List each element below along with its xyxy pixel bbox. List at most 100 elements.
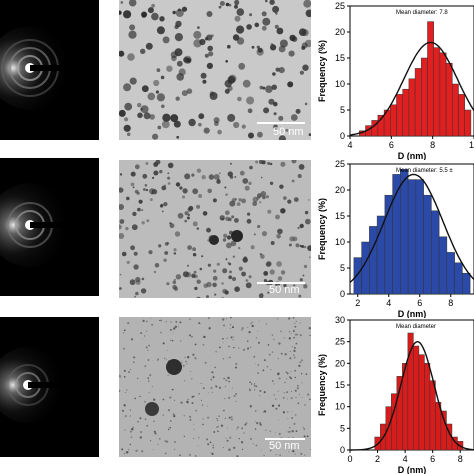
nanoparticle (218, 5, 222, 9)
nanoparticle (221, 424, 223, 426)
nanoparticle (251, 45, 255, 49)
nanoparticle (235, 362, 238, 366)
nanoparticle (280, 270, 286, 275)
nanoparticle (257, 364, 259, 366)
nanoparticle (163, 202, 168, 207)
nanoparticle (250, 383, 253, 385)
nanoparticle (159, 320, 161, 321)
histogram-bar (414, 68, 422, 137)
nanoparticle (216, 419, 219, 422)
nanoparticle (252, 443, 254, 445)
nanoparticle (250, 323, 252, 325)
histogram-bar (446, 252, 455, 295)
nanoparticle (184, 173, 191, 180)
nanoparticle (119, 224, 122, 230)
nanoparticle (153, 270, 157, 274)
nanoparticle (126, 132, 131, 137)
nanoparticle (217, 178, 220, 182)
nanoparticle (189, 318, 191, 320)
nanoparticle (288, 331, 291, 333)
nanoparticle (241, 329, 243, 331)
nanoparticle (277, 318, 279, 320)
nanoparticle (120, 1, 124, 4)
nanoparticle (156, 68, 161, 73)
nanoparticle (147, 349, 149, 351)
nanoparticle (155, 90, 159, 94)
nanoparticle (286, 372, 289, 375)
nanoparticle (248, 331, 251, 334)
y-tick-label: 20 (335, 185, 345, 195)
histogram-bar (464, 109, 472, 137)
nanoparticle (183, 415, 185, 417)
nanoparticle (136, 191, 140, 195)
nanoparticle (158, 244, 162, 248)
nanoparticle (234, 176, 237, 178)
nanoparticle (123, 329, 126, 332)
nanoparticle (259, 390, 262, 392)
nanoparticle (200, 72, 207, 79)
histogram-bar (452, 83, 459, 137)
nanoparticle (299, 322, 301, 324)
nanoparticle (277, 228, 283, 235)
nanoparticle (305, 373, 308, 375)
nanoparticle (133, 356, 134, 358)
nanoparticle (172, 284, 177, 290)
nanoparticle (244, 185, 250, 191)
nanoparticle (145, 188, 149, 192)
nanoparticle (202, 79, 207, 84)
nanoparticle (293, 349, 296, 352)
nanoparticle (288, 337, 291, 340)
nanoparticle (211, 391, 213, 393)
nanoparticle (166, 359, 168, 361)
nanoparticle (186, 216, 190, 220)
tem-image-2: 50 nm (119, 160, 311, 298)
nanoparticle (186, 400, 189, 404)
nanoparticle (125, 226, 129, 231)
nanoparticle (246, 218, 252, 224)
nanoparticle (225, 2, 230, 7)
nanoparticle (278, 404, 281, 407)
nanoparticle (242, 257, 248, 263)
nanoparticle (216, 426, 218, 428)
nanoparticle (227, 262, 230, 264)
nanoparticle (208, 327, 211, 330)
nanoparticle (238, 198, 242, 202)
nanoparticle (292, 329, 295, 333)
nanoparticle (152, 360, 153, 361)
nanoparticle (298, 164, 305, 170)
nanoparticle (301, 42, 308, 49)
nanoparticle (228, 448, 231, 451)
nanoparticle (222, 447, 224, 448)
nanoparticle (174, 231, 181, 237)
x-tick-label: 4 (403, 454, 408, 464)
nanoparticle (261, 25, 267, 31)
nanoparticle (194, 286, 198, 291)
nanoparticle (139, 436, 142, 439)
nanoparticle (293, 336, 295, 339)
nanoparticle (176, 73, 184, 81)
nanoparticle (273, 338, 275, 341)
nanoparticle (173, 448, 176, 450)
nanoparticle (276, 27, 284, 35)
nanoparticle (255, 385, 258, 388)
nanoparticle (253, 384, 256, 387)
nanoparticle (145, 42, 153, 50)
nanoparticle (197, 445, 199, 447)
nanoparticle (263, 271, 269, 276)
nanoparticle (245, 282, 252, 289)
nanoparticle (203, 335, 206, 339)
nanoparticle (248, 389, 252, 392)
nanoparticle (225, 437, 227, 439)
nanoparticle (260, 449, 262, 451)
nanoparticle (233, 336, 235, 338)
nanoparticle (202, 387, 205, 390)
nanoparticle (227, 376, 230, 380)
nanoparticle (210, 452, 211, 453)
y-tick-label: 30 (335, 315, 345, 325)
scale-bar-2 (257, 282, 305, 284)
nanoparticle (230, 240, 237, 247)
nanoparticles-1 (119, 0, 311, 140)
nanoparticle (303, 0, 311, 8)
nanoparticle (259, 395, 261, 397)
nanoparticle (207, 188, 212, 194)
